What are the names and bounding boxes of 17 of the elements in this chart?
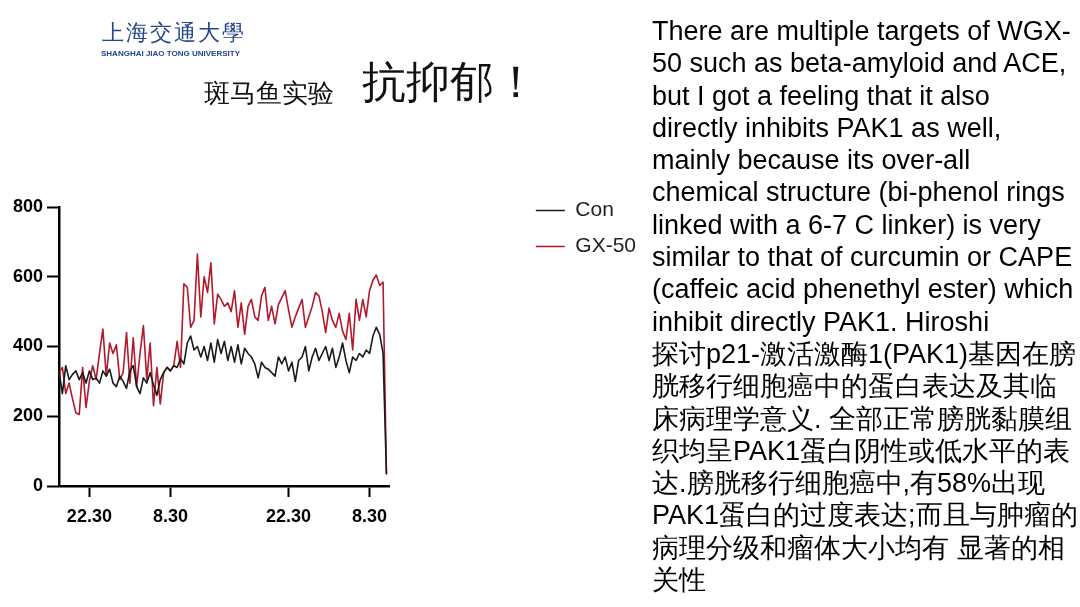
y-tick-label: 600 (12, 265, 43, 286)
legend-label: Con (575, 197, 614, 221)
text: SHANGHAI JIAO TONG UNIVERSITY (101, 49, 240, 59)
chart-subtitle: 斑马鱼实验 (204, 78, 334, 108)
x-tick-label: 22.30 (66, 505, 112, 526)
x-tick-label: 22.30 (266, 505, 312, 526)
text: 探讨p21-激活激酶1(PAK1)基因在膀胱移行细胞癌中的蛋白表达及其临床病理学意义. 全部正常膀胱黏膜组织均呈PAK1蛋白阴性或低水平的表达.膀胱移行细胞癌中,有58%出现PAK1蛋白的过度表达;而且与肿瘤的病理分级和瘤体大小均有 显著的相关性 (652, 337, 1079, 597)
text: There are multiple targets of WGX-50 such as beta-amyloid and ACE, but I got a feeling that it also directly inhibits PAK1 as well, mainly because its over-all chemical structure (bi-phenol rings linked with a 6-7 C linker) is very similar to that of curcumin or CAPE (caffeic acid phenethyl ester) which inhibit directly PAK1. Hiroshi (652, 16, 1074, 337)
chart-title: 抗抑郁！ (362, 56, 538, 108)
x-tick-label: 8.30 (352, 505, 388, 526)
y-tick-label: 400 (12, 335, 43, 356)
y-tick-label: 800 (12, 195, 43, 216)
y-tick-label: 0 (32, 474, 43, 495)
legend-label: GX-50 (575, 233, 637, 257)
y-tick-label: 200 (12, 405, 43, 426)
x-tick-label: 8.30 (152, 505, 188, 526)
text: 上海交通大學 (102, 19, 246, 47)
